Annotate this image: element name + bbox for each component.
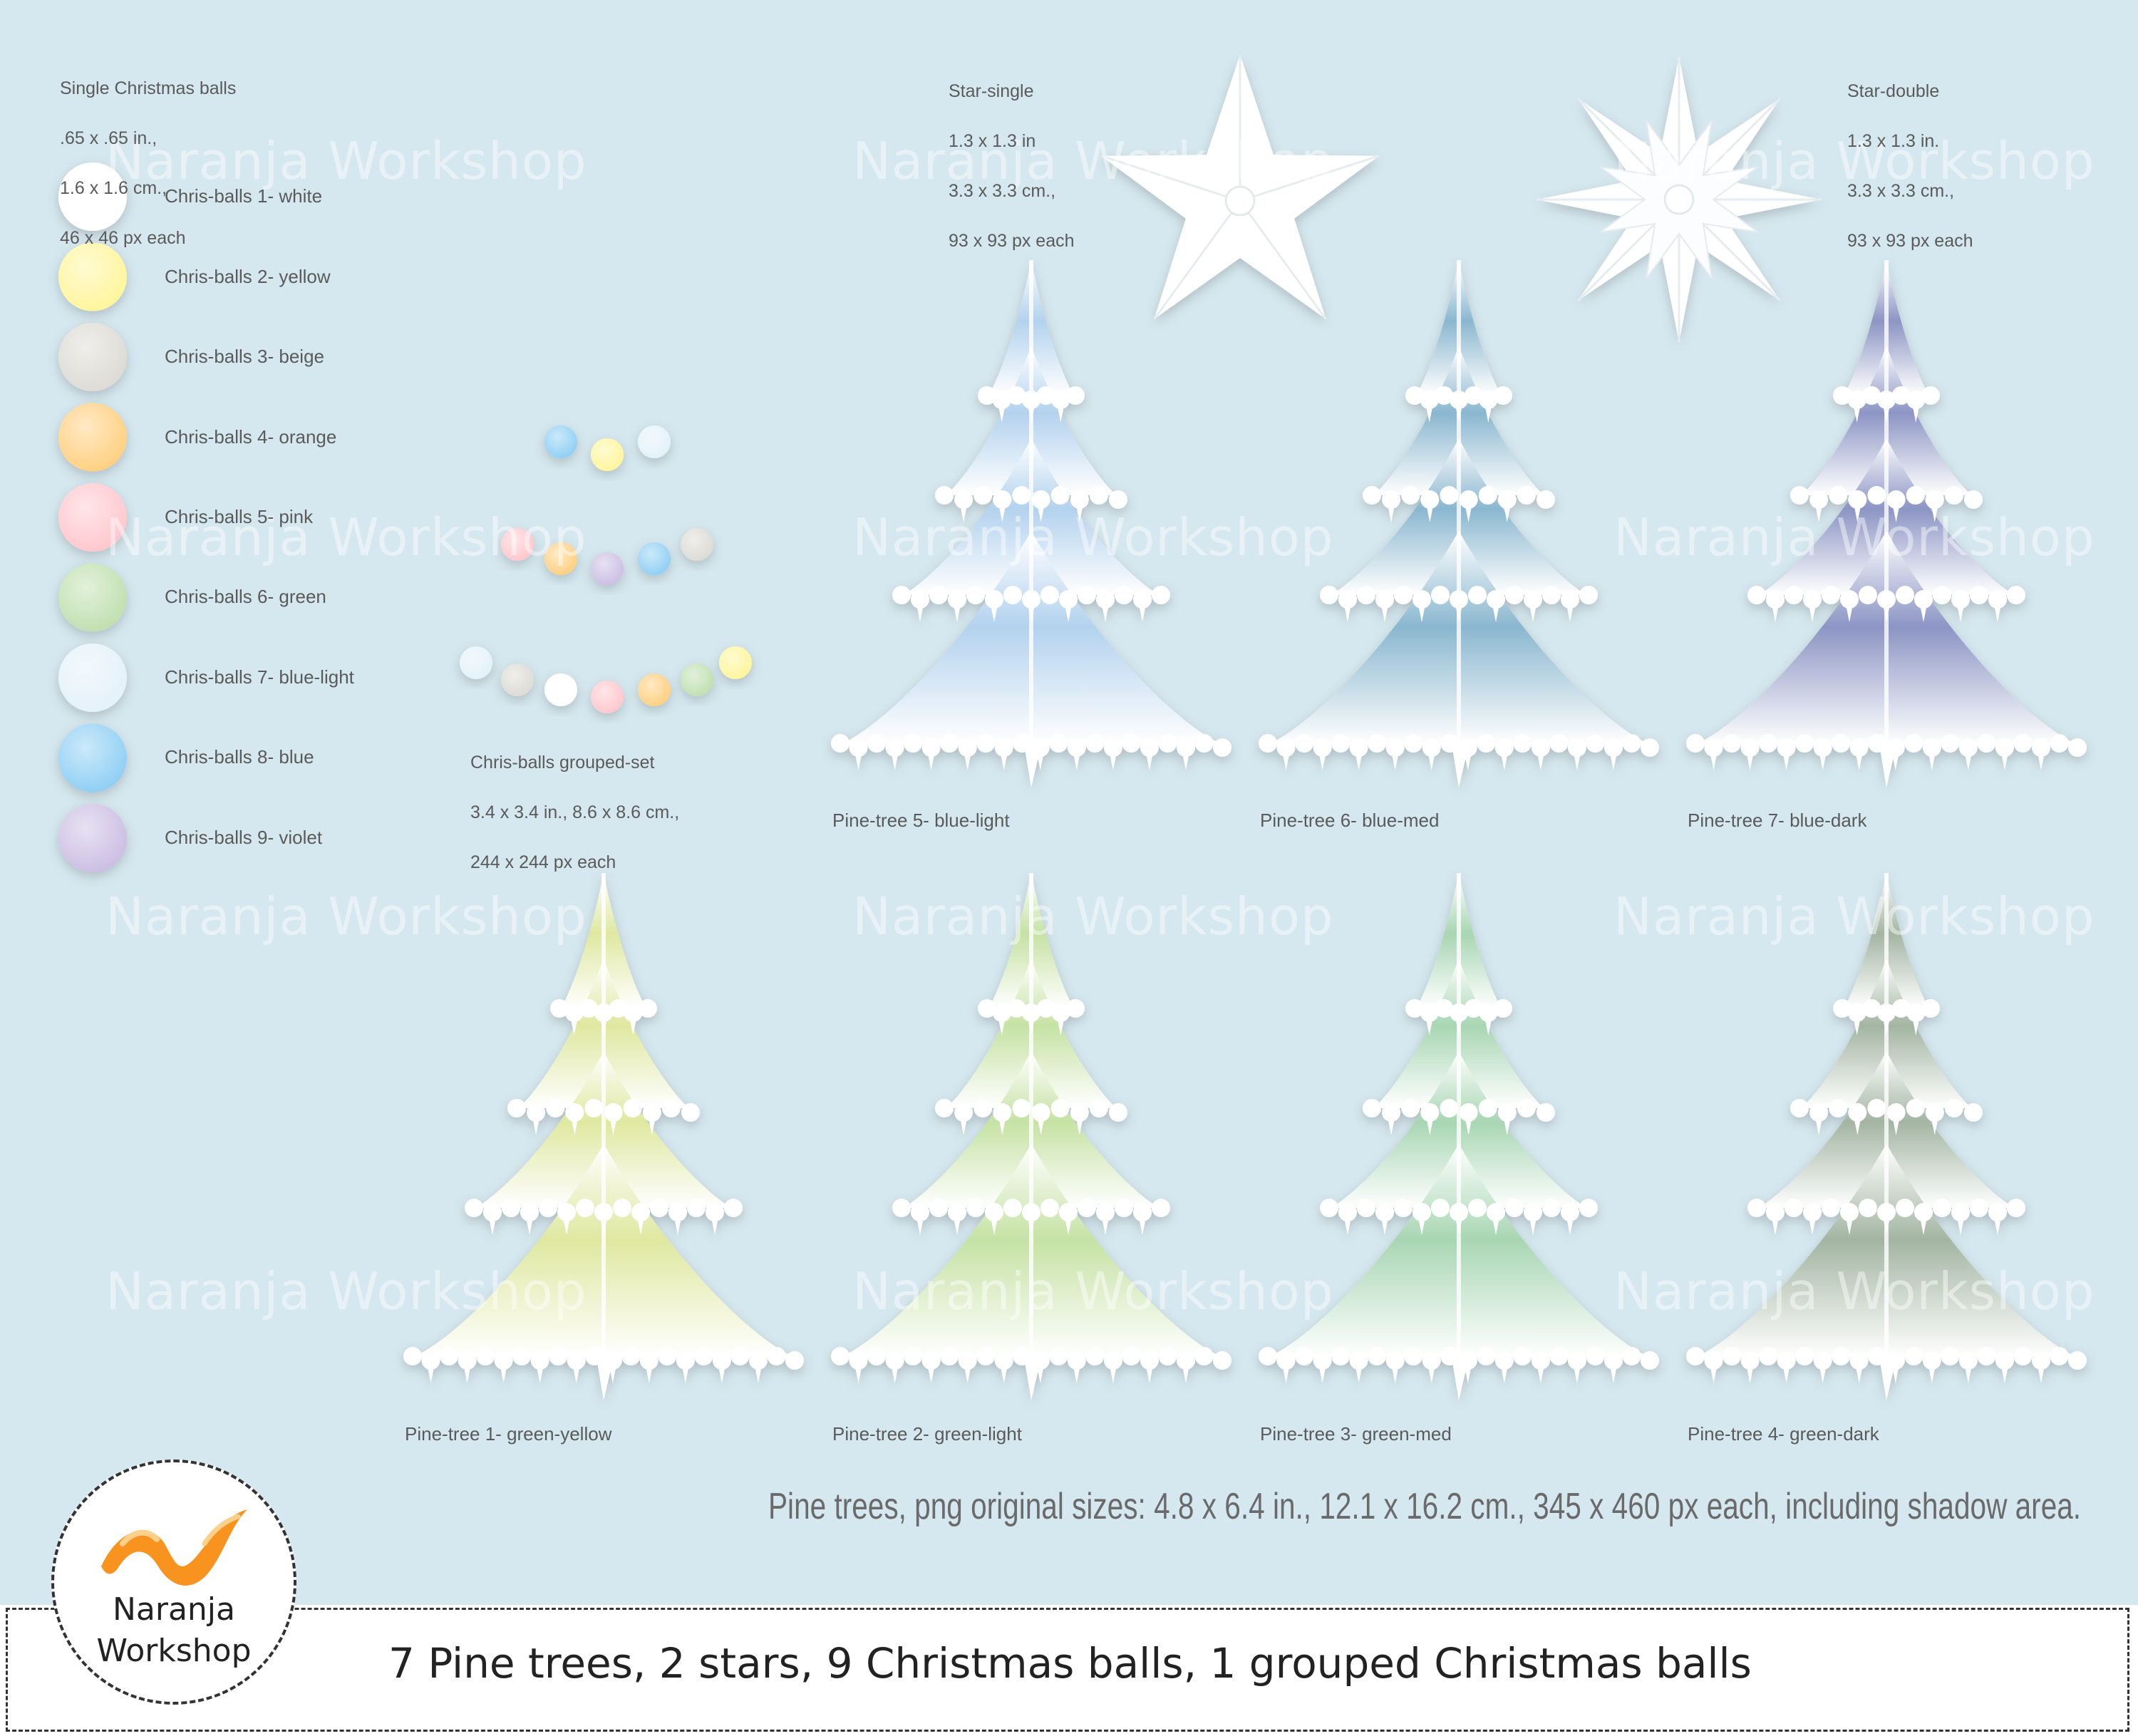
ball-label: Chris-balls 8- blue — [165, 746, 314, 768]
watermark-text: Naranja Workshop — [852, 507, 1334, 567]
logo-mark-icon — [101, 1509, 247, 1586]
star-single-line: 93 x 93 px each — [949, 231, 1075, 251]
banner-dashed-border — [6, 1608, 2129, 1732]
banner-title: 7 Pine trees, 2 stars, 9 Christmas balls… — [388, 1639, 1752, 1688]
star-single-line: 3.3 x 3.3 cm., — [949, 181, 1056, 201]
christmas-ball-icon — [58, 242, 127, 311]
watermark-text: Naranja Workshop — [1613, 1261, 2095, 1321]
grouped-info-line: 244 x 244 px each — [470, 852, 616, 872]
tree-label: Pine-tree 6- blue-med — [1260, 810, 1440, 831]
christmas-ball-icon — [58, 483, 127, 552]
sizes-note: Pine trees, png original sizes: 4.8 x 6.… — [768, 1486, 2082, 1527]
balls-info-line: 46 x 46 px each — [60, 228, 186, 248]
logo-text: Naranja Workshop — [96, 1591, 252, 1669]
watermark-text: Naranja Workshop — [1613, 887, 2095, 946]
watermark-text: Naranja Workshop — [105, 887, 587, 946]
pine-tree-icon — [831, 873, 1231, 1400]
star-double-icon — [1537, 57, 1822, 342]
tree-label: Pine-tree 7- blue-dark — [1688, 810, 1867, 831]
watermark-text: Naranja Workshop — [1613, 507, 2095, 567]
pine-tree-icon — [1259, 260, 1659, 787]
ball-label: Chris-balls 9- violet — [165, 827, 323, 848]
grouped-info: Chris-balls grouped-set 3.4 x 3.4 in., 8… — [470, 725, 679, 900]
ball-label: Chris-balls 7- blue-light — [165, 666, 354, 688]
watermark-text: Naranja Workshop — [852, 131, 1334, 191]
ball-label: Chris-balls 4- orange — [165, 426, 337, 448]
pine-tree-icon — [403, 873, 804, 1400]
star-single-line: 1.3 x 1.3 in — [949, 131, 1036, 151]
star-double-line: 93 x 93 px each — [1847, 231, 1973, 251]
bottom-banner — [0, 1605, 2138, 1736]
balls-info: Single Christmas balls .65 x .65 in., 1.… — [60, 51, 236, 276]
ball-label: Chris-balls 5- pink — [165, 506, 314, 527]
logo-badge: Naranja Workshop — [51, 1459, 296, 1705]
tree-label: Pine-tree 2- green-light — [832, 1423, 1022, 1445]
tree-label: Pine-tree 4- green-dark — [1688, 1423, 1879, 1445]
watermark-text: Naranja Workshop — [1613, 131, 2095, 191]
watermark-text: Naranja Workshop — [105, 507, 587, 567]
star-double-title: Star-double — [1847, 81, 1940, 101]
christmas-ball-icon — [58, 644, 127, 712]
christmas-ball-icon — [58, 403, 127, 472]
tree-label: Pine-tree 1- green-yellow — [405, 1423, 612, 1445]
star-double-line: 1.3 x 1.3 in. — [1847, 131, 1940, 151]
pine-tree-icon — [1686, 260, 2087, 787]
star-double-info: Star-double 1.3 x 1.3 in. 3.3 x 3.3 cm.,… — [1847, 54, 1973, 279]
watermark-text: Naranja Workshop — [105, 1261, 587, 1321]
watermark-text: Naranja Workshop — [852, 1261, 1334, 1321]
star-single-icon — [1100, 55, 1380, 320]
pine-tree-icon — [831, 260, 1231, 787]
tree-label: Pine-tree 5- blue-light — [832, 810, 1010, 831]
ball-label: Chris-balls 1- white — [165, 185, 323, 207]
ball-label: Chris-balls 3- beige — [165, 346, 324, 367]
star-single-title: Star-single — [949, 81, 1034, 101]
watermark-text: Naranja Workshop — [852, 887, 1334, 946]
balls-info-title: Single Christmas balls — [60, 78, 237, 98]
pine-tree-icon — [1259, 873, 1659, 1400]
balls-info-line: .65 x .65 in., — [60, 128, 157, 148]
ball-label: Chris-balls 6- green — [165, 586, 326, 607]
watermark-text: Naranja Workshop — [105, 131, 587, 191]
balls-info-line: 1.6 x 1.6 cm., — [60, 178, 167, 198]
star-double-line: 3.3 x 3.3 cm., — [1847, 181, 1955, 201]
christmas-ball-icon — [58, 162, 127, 231]
ball-label: Chris-balls 2- yellow — [165, 266, 331, 287]
grouped-balls-icon — [460, 425, 752, 713]
grouped-info-line: 3.4 x 3.4 in., 8.6 x 8.6 cm., — [470, 802, 680, 822]
christmas-ball-icon — [58, 323, 127, 391]
christmas-ball-icon — [58, 723, 127, 792]
christmas-ball-icon — [58, 563, 127, 632]
grouped-info-title: Chris-balls grouped-set — [470, 753, 655, 773]
tree-label: Pine-tree 3- green-med — [1260, 1423, 1452, 1445]
christmas-ball-icon — [58, 804, 127, 872]
pine-tree-icon — [1686, 873, 2087, 1400]
star-single-info: Star-single 1.3 x 1.3 in 3.3 x 3.3 cm., … — [949, 54, 1075, 279]
